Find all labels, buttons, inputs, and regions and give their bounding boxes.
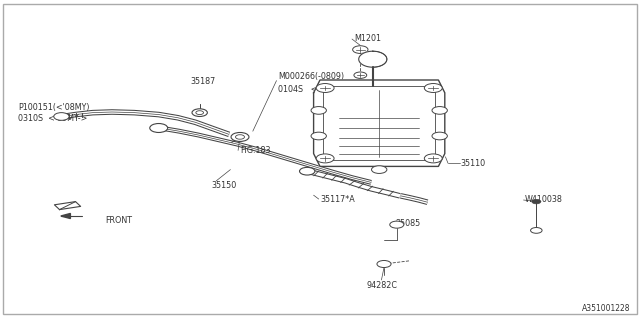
Circle shape <box>531 228 542 233</box>
Text: P100151(<'08MY): P100151(<'08MY) <box>18 103 90 112</box>
Circle shape <box>231 132 249 141</box>
Text: 0104S   <0809->: 0104S <0809-> <box>278 85 348 94</box>
Circle shape <box>300 167 315 175</box>
Text: 35150: 35150 <box>211 181 236 190</box>
Polygon shape <box>61 213 70 219</box>
Circle shape <box>192 109 207 116</box>
Circle shape <box>311 132 326 140</box>
Text: M1201: M1201 <box>354 34 381 43</box>
Circle shape <box>236 135 244 139</box>
Circle shape <box>316 84 334 92</box>
Text: 35117*A: 35117*A <box>320 195 355 204</box>
Text: FRONT: FRONT <box>106 216 132 225</box>
Text: M000266(-0809): M000266(-0809) <box>278 72 344 81</box>
Polygon shape <box>359 51 387 67</box>
Circle shape <box>390 221 404 228</box>
Polygon shape <box>314 80 445 166</box>
Circle shape <box>54 113 69 120</box>
Text: 94282C: 94282C <box>367 281 397 290</box>
Circle shape <box>424 154 442 163</box>
Text: A351001228: A351001228 <box>582 304 630 313</box>
Text: W410038: W410038 <box>525 196 563 204</box>
Circle shape <box>311 107 326 114</box>
Text: 0310S  <'09MY->: 0310S <'09MY-> <box>18 114 87 123</box>
Circle shape <box>432 107 447 114</box>
Circle shape <box>354 72 367 78</box>
Circle shape <box>424 84 442 92</box>
Text: FIG.183: FIG.183 <box>240 146 271 155</box>
Circle shape <box>372 166 387 173</box>
Text: 35110: 35110 <box>461 159 486 168</box>
Text: 35085: 35085 <box>396 220 420 228</box>
Circle shape <box>353 46 368 53</box>
Circle shape <box>150 124 168 132</box>
Text: 35187: 35187 <box>191 77 216 86</box>
Circle shape <box>532 199 541 204</box>
Circle shape <box>432 132 447 140</box>
Circle shape <box>196 111 204 115</box>
Circle shape <box>377 260 391 268</box>
Circle shape <box>316 154 334 163</box>
